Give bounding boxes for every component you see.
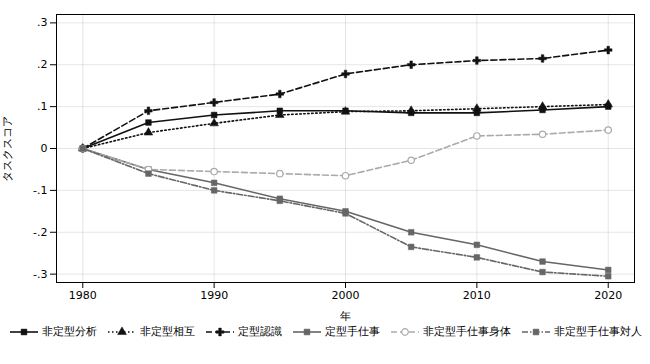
html-text:非定型手仕事対人: 非定型手仕事対人 [553, 325, 642, 338]
svg-text:2000: 2000 [332, 289, 360, 302]
svg-text:1990: 1990 [200, 289, 228, 302]
svg-text:-.1: -.1 [33, 184, 47, 197]
svg-text:2010: 2010 [463, 289, 491, 302]
svg-text:0: 0 [41, 142, 48, 155]
svg-text:.3: .3 [37, 16, 48, 29]
svg-text:-.2: -.2 [33, 226, 47, 239]
html-text:非定型分析: 非定型分析 [41, 325, 97, 338]
svg-text:.2: .2 [37, 58, 48, 71]
svg-text:タスクスコア: タスクスコア [1, 116, 14, 182]
svg-text:-.3: -.3 [33, 268, 47, 281]
svg-text:年: 年 [340, 310, 351, 323]
svg-text:.1: .1 [37, 100, 48, 113]
html-text:定型認識: 定型認識 [237, 325, 282, 338]
svg-text:1980: 1980 [69, 289, 97, 302]
svg-text:2020: 2020 [594, 289, 622, 302]
html-text:定型手仕事: 定型手仕事 [324, 325, 380, 338]
html-text:非定型手仕事身体: 非定型手仕事身体 [422, 325, 511, 338]
html-text:非定型相互: 非定型相互 [139, 325, 195, 338]
